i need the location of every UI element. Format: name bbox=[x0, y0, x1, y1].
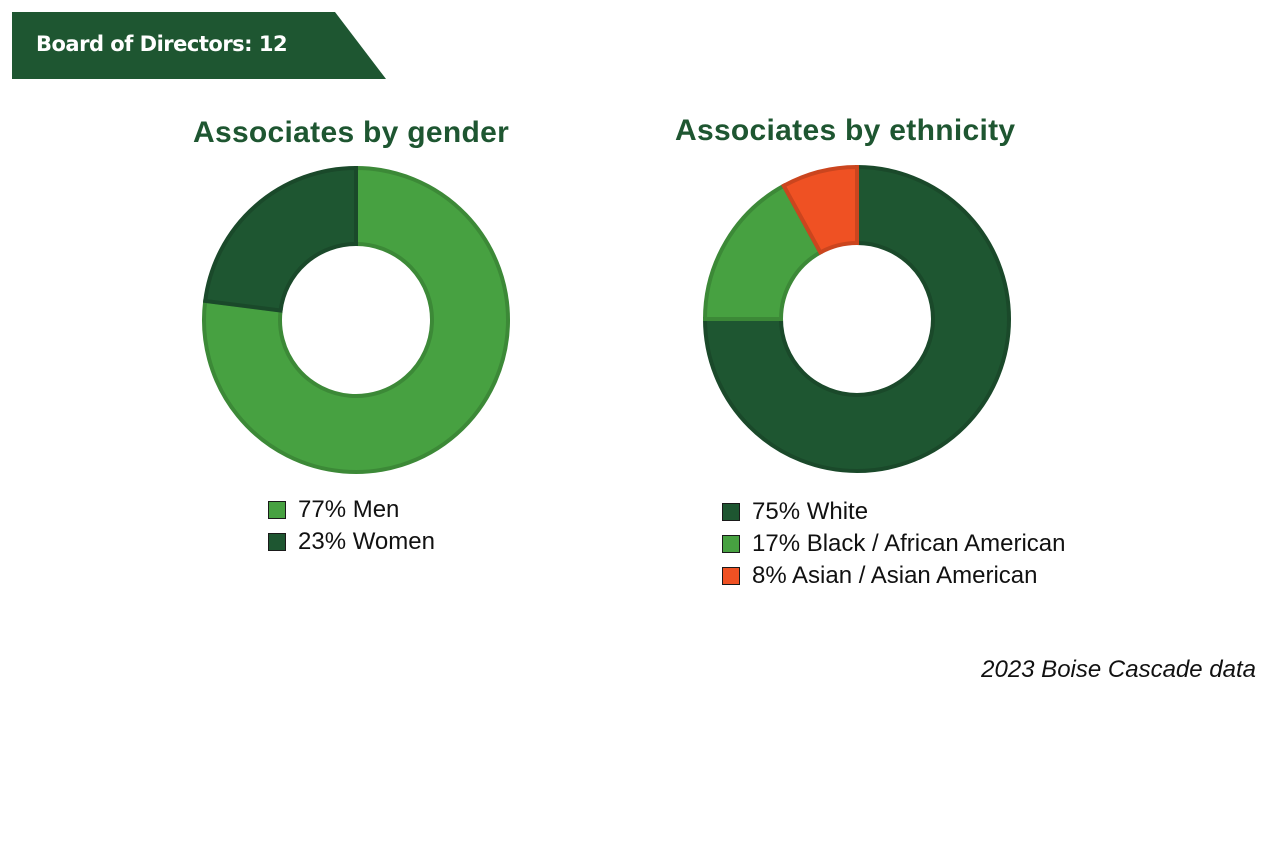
gender-legend: 77% Men 23% Women bbox=[268, 494, 435, 558]
legend-label: 17% Black / African American bbox=[752, 530, 1066, 557]
source-note: 2023 Boise Cascade data bbox=[981, 656, 1256, 683]
legend-item-white: 75% White bbox=[722, 496, 1065, 528]
legend-label: 23% Women bbox=[298, 528, 435, 555]
ethnicity-donut-chart bbox=[702, 164, 1011, 473]
legend-swatch bbox=[722, 535, 740, 553]
legend-swatch bbox=[268, 501, 286, 519]
donut-slice-women bbox=[202, 165, 358, 313]
gender-donut-chart bbox=[202, 165, 510, 474]
banner-title: Board of Directors: 12 bbox=[36, 32, 288, 56]
banner-shape bbox=[12, 12, 386, 79]
legend-item-black-african-american: 17% Black / African American bbox=[722, 528, 1065, 560]
banner: Board of Directors: 12 bbox=[12, 12, 386, 79]
ethnicity-legend: 75% White 17% Black / African American 8… bbox=[722, 496, 1065, 592]
legend-item-women: 23% Women bbox=[268, 526, 435, 558]
legend-item-men: 77% Men bbox=[268, 494, 435, 526]
donut-slice-men bbox=[202, 165, 510, 474]
donut-slice-asian-asian-american bbox=[781, 164, 859, 256]
legend-swatch bbox=[722, 567, 740, 585]
legend-label: 75% White bbox=[752, 498, 869, 525]
legend-label: 8% Asian / Asian American bbox=[752, 562, 1038, 589]
ethnicity-chart-title: Associates by ethnicity bbox=[675, 114, 1016, 147]
gender-chart-title: Associates by gender bbox=[193, 116, 510, 149]
legend-label: 77% Men bbox=[298, 496, 400, 523]
donut-slice-white bbox=[702, 164, 1011, 473]
legend-swatch bbox=[722, 503, 740, 521]
legend-item-asian-asian-american: 8% Asian / Asian American bbox=[722, 560, 1065, 592]
legend-swatch bbox=[268, 533, 286, 551]
